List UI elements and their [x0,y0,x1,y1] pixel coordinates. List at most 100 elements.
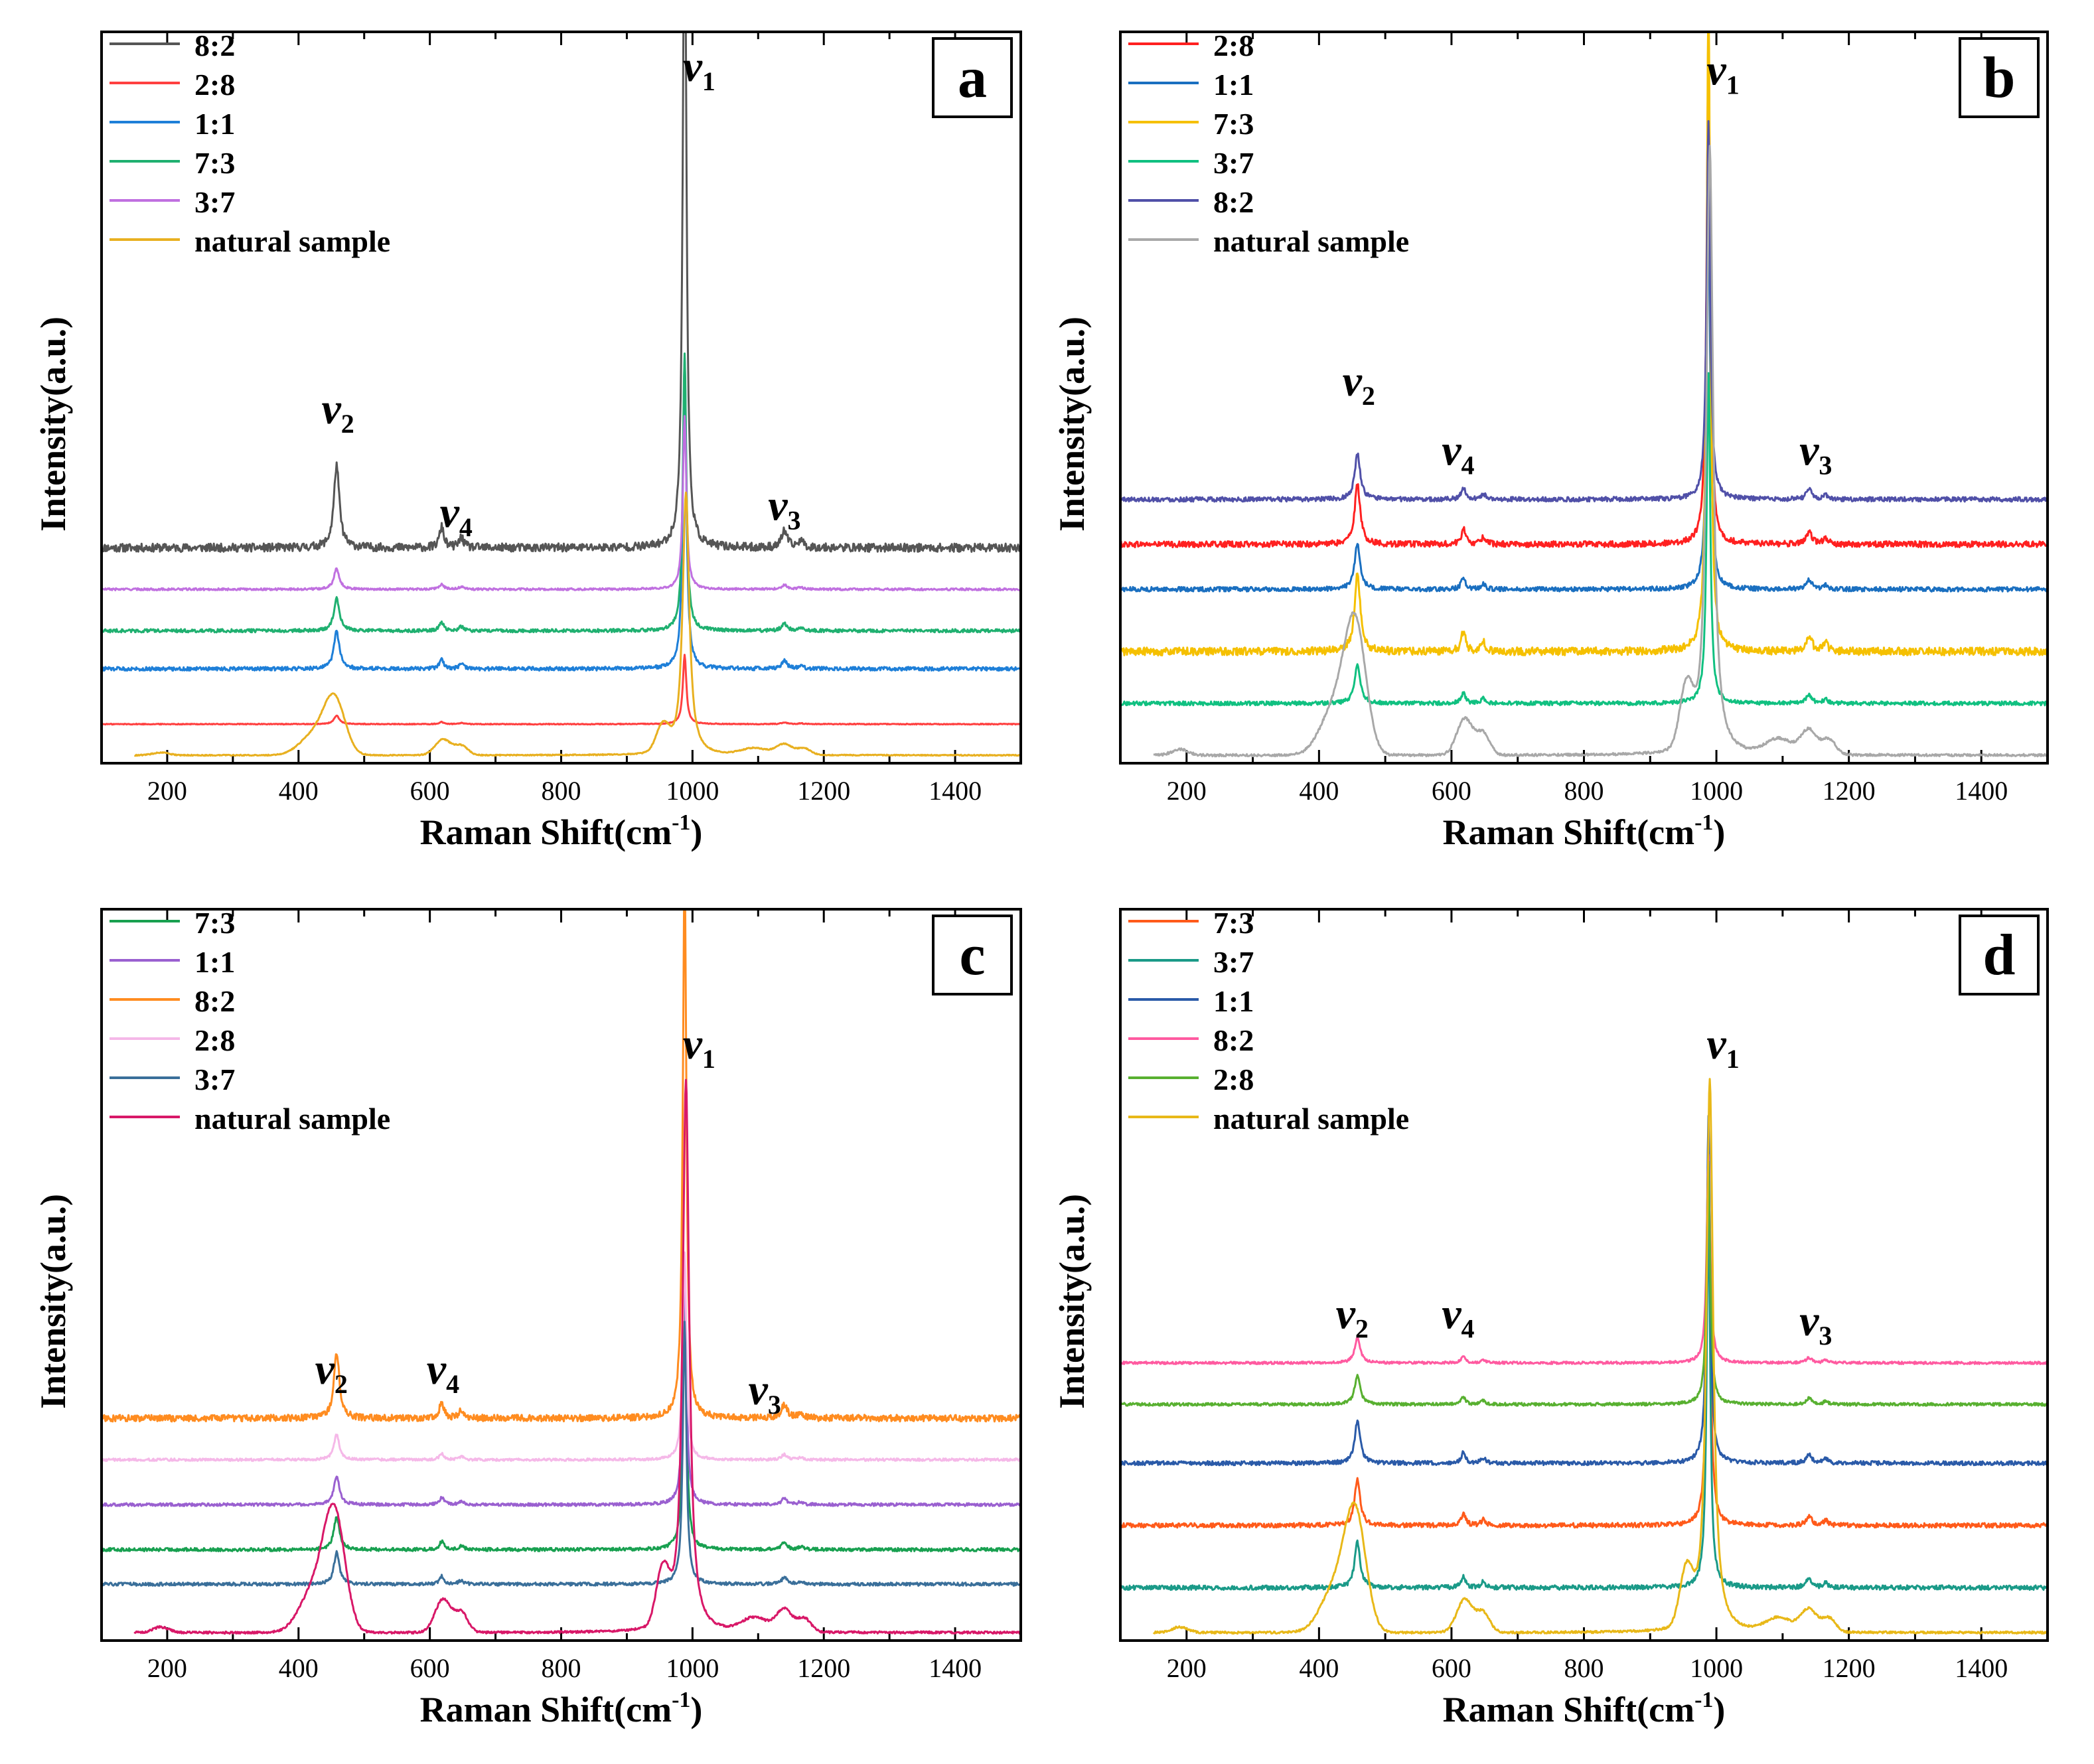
x-tick-label: 1200 [1823,776,1876,806]
x-tick-label: 800 [1564,1653,1604,1683]
peak-annotation: v2 [315,1345,348,1399]
x-tick-label: 200 [1167,776,1207,806]
legend-label: 8:2 [194,984,235,1018]
series-line-7-3 [103,1272,1019,1552]
x-tick-label: 600 [410,776,450,806]
peak-annotation: v2 [321,385,354,439]
legend-label: 1:1 [1213,68,1254,102]
legend-label: 8:2 [194,29,235,62]
x-tick-label: 400 [279,776,319,806]
x-axis-title: Raman Shift(cm-1) [420,1688,703,1729]
legend-label: 3:7 [1213,945,1254,979]
legend-label: natural sample [1213,224,1409,258]
series-line-2-8 [103,1251,1019,1462]
legend-label: 2:8 [194,1023,235,1057]
legend-label: 7:3 [1213,906,1254,940]
series-line-1-1 [1122,209,2046,593]
legend-label: natural sample [1213,1102,1409,1136]
x-tick-label: 1200 [797,1653,850,1683]
peak-annotation: v3 [1799,1297,1832,1351]
panel-label: a [958,46,987,110]
series-line-7-3 [1122,33,2046,657]
series-line-8-2 [103,911,1019,1423]
panel-label: c [959,923,985,988]
panel-label-box [1959,37,2040,118]
spectra-group [103,33,1019,757]
plot-frame [1119,908,2049,1642]
legend-label: 3:7 [1213,146,1254,180]
y-axis-title: Intensity(a.u.) [1052,1194,1092,1409]
series-line-2-8 [1122,47,2046,549]
peak-annotation: v1 [683,1020,715,1074]
series-line-1-1 [103,356,1019,672]
plot-frame [100,31,1022,765]
peak-annotation: v3 [1799,426,1832,480]
x-tick-label: 400 [1299,776,1339,806]
spectra-group [103,911,1019,1635]
x-tick-label: 800 [542,776,581,806]
series-line-2-8 [103,654,1019,726]
panel-label: d [1983,923,2016,988]
series-line-7-3 [1122,1141,2046,1529]
series-line-8-2 [1122,120,2046,503]
series-line-3-7 [103,415,1019,591]
peak-annotation: v1 [683,42,715,96]
series-line-natural-sample [1153,145,2046,758]
series-line-3-7 [1122,372,2046,707]
spectra-group [1122,33,2046,758]
series-line-2-8 [1122,1160,2046,1407]
legend-label: 1:1 [194,107,235,141]
series-line-3-7 [103,1321,1019,1587]
peak-annotation: v4 [1442,1290,1474,1344]
legend-label: 7:3 [194,146,235,180]
x-tick-label: 600 [1432,1653,1471,1683]
x-tick-label: 800 [542,1653,581,1683]
series-line-natural-sample [1152,1078,2046,1635]
chart-panel-d: 200 400 600 800 1000 1200 1400 Raman Shift(cm-1… [1052,906,2049,1729]
x-tick-label: 400 [1299,1653,1339,1683]
peak-annotation: v1 [1706,46,1739,100]
legend-label: natural sample [194,1102,390,1136]
legend-label: 1:1 [194,945,235,979]
x-tick-label: 1200 [797,776,850,806]
legend-label: 7:3 [1213,107,1254,141]
x-tick-label: 200 [147,1653,187,1683]
x-tick-label: 1400 [1955,1653,2008,1683]
y-axis-title: Intensity(a.u.) [33,1194,73,1409]
peak-annotation: v4 [1442,426,1474,480]
chart-panel-c: 200 400 600 800 1000 1200 1400 Raman Shift(cm-1… [33,906,1022,1729]
x-axis-title: Raman Shift(cm-1) [1443,810,1726,852]
x-tick-label: 1400 [929,1653,982,1683]
y-axis-title: Intensity(a.u.) [1052,317,1092,532]
legend-label: natural sample [194,224,390,258]
series-line-8-2 [103,33,1019,553]
chart-panel-b: 200 400 600 800 1000 1200 1400 Raman Shift(cm-1… [1052,29,2049,852]
x-tick-label: 1400 [929,776,982,806]
series-line-1-1 [1122,1114,2046,1467]
x-tick-label: 1000 [666,776,719,806]
y-axis-title: Intensity(a.u.) [33,317,73,532]
panel-label-box [932,915,1013,995]
x-tick-label: 1000 [1690,776,1743,806]
panel-label-box [1959,915,2040,995]
series-line-1-1 [103,1261,1019,1507]
legend-label: 1:1 [1213,984,1254,1018]
legend-label: 2:8 [1213,1063,1254,1096]
peak-annotation: v4 [427,1345,459,1399]
x-tick-label: 1000 [1690,1653,1743,1683]
x-tick-label: 600 [1432,776,1471,806]
series-line-natural-sample [133,1078,1019,1635]
legend-label: 8:2 [1213,185,1254,219]
legend-label: 3:7 [194,1063,235,1096]
legend-label: 7:3 [194,906,235,940]
x-tick-label: 1200 [1823,1653,1876,1683]
series-line-8-2 [1122,1153,2046,1365]
peak-annotation: v1 [1706,1020,1739,1074]
plot-frame [100,908,1022,1642]
x-tick-label: 800 [1564,776,1604,806]
x-axis-title: Raman Shift(cm-1) [420,810,703,852]
spectra-group [1122,1078,2046,1635]
series-line-natural-sample [133,491,1019,757]
x-tick-label: 1000 [666,1653,719,1683]
legend-label: 3:7 [194,185,235,219]
